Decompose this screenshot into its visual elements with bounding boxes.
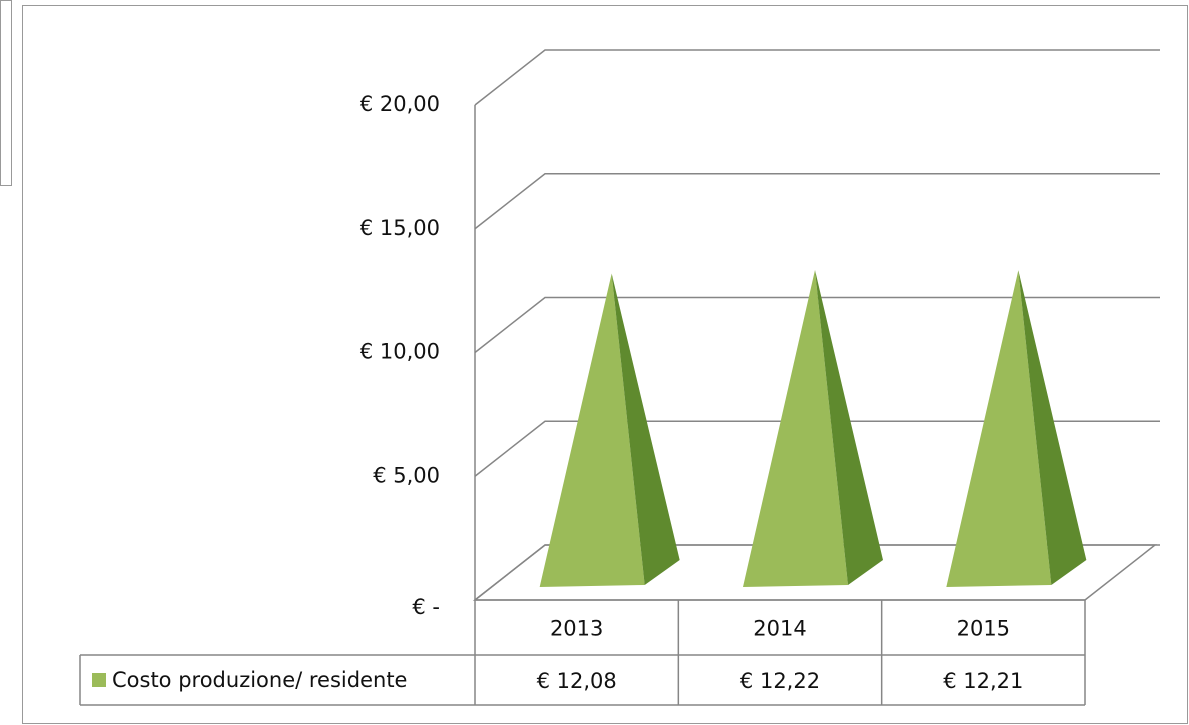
x-tick-label: 2013 (550, 617, 603, 641)
table-value: € 12,08 (537, 669, 617, 693)
grid-line (474, 296, 1160, 354)
y-tick-label: € 5,00 (373, 463, 440, 487)
y-tick-label: € 20,00 (360, 92, 440, 116)
pyramid-side (611, 273, 680, 585)
table-value: € 12,22 (740, 669, 820, 693)
legend-label: Costo produzione/ residente (112, 668, 407, 692)
pyramid-front (743, 270, 848, 587)
side-frame (0, 0, 12, 186)
grid-line (474, 420, 1160, 477)
grid-line (474, 544, 1160, 601)
y-tick-label: € - (412, 595, 440, 619)
grid-line (474, 173, 1160, 230)
table-value: € 12,21 (943, 669, 1023, 693)
pyramid-side (1018, 270, 1087, 585)
y-tick-label: € 15,00 (360, 216, 440, 240)
pyramid-front (946, 270, 1052, 587)
pyramid-side (815, 270, 883, 585)
x-tick-label: 2014 (753, 617, 806, 641)
y-tick-label: € 10,00 (360, 340, 440, 364)
x-tick-label: 2015 (957, 617, 1010, 641)
grid-line (474, 49, 1160, 106)
table-grid (79, 599, 1086, 706)
pyramid-front (539, 273, 645, 587)
legend-swatch (92, 673, 106, 687)
